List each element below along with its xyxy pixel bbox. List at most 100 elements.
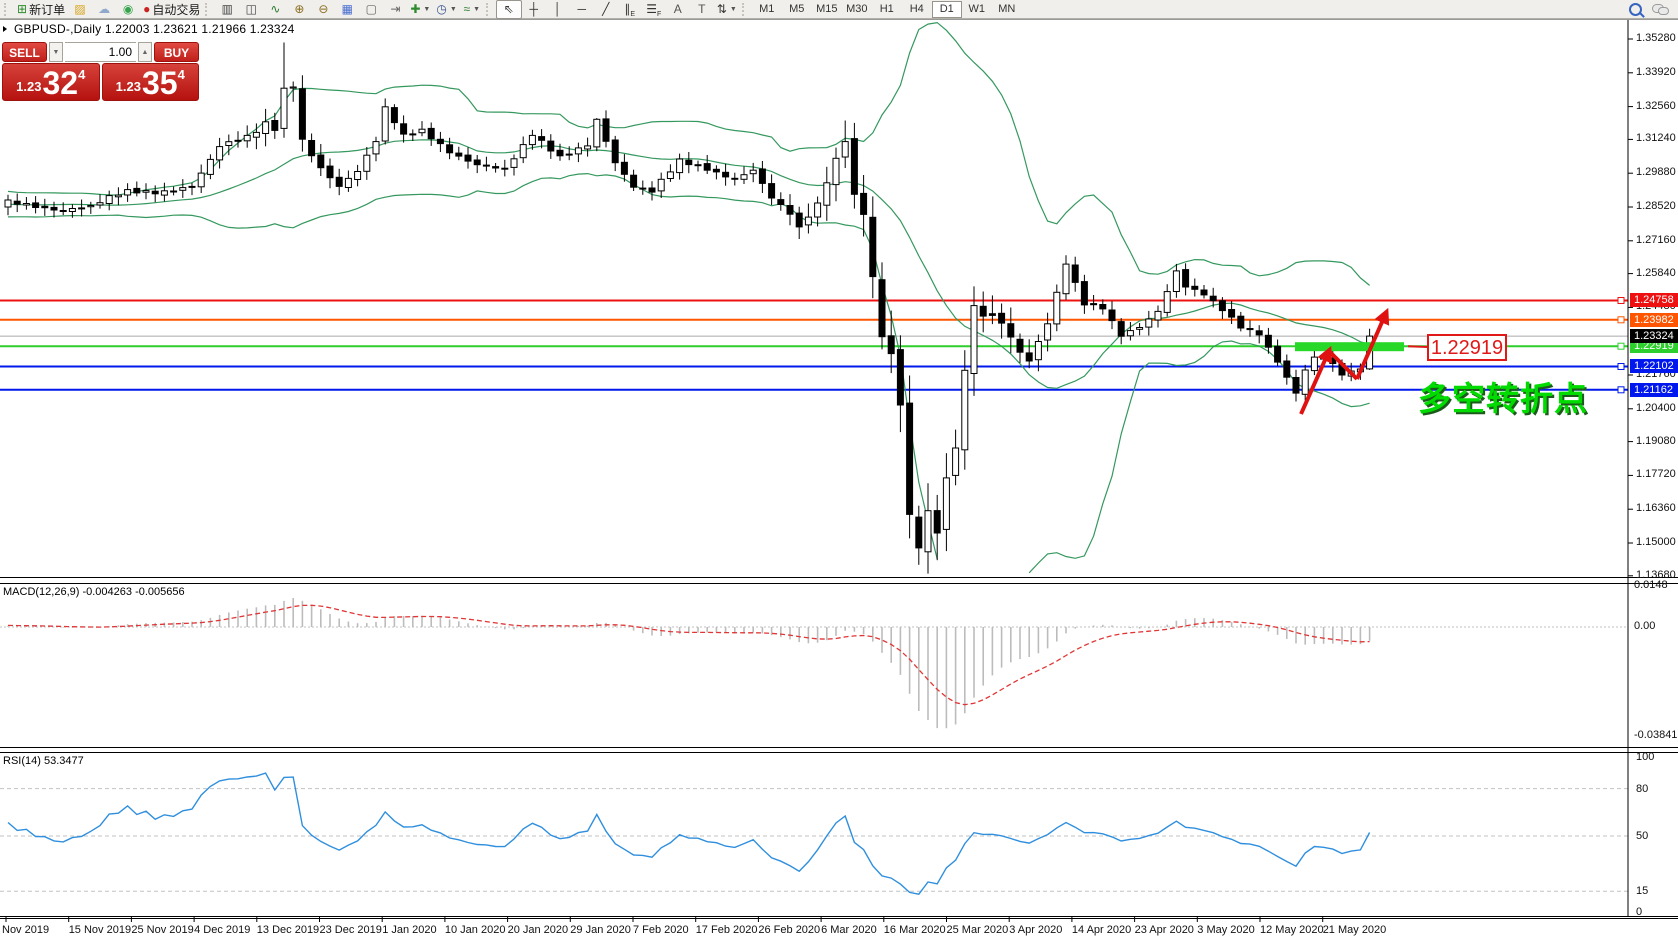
timeframe-w1-button[interactable]: W1	[968, 2, 986, 15]
timeframe-m1-button[interactable]: M1	[759, 2, 775, 15]
candle-body	[758, 168, 766, 184]
candle-body	[1145, 318, 1153, 328]
timeframe-m5-button[interactable]: M5	[789, 2, 805, 15]
candle-body	[1255, 330, 1263, 336]
candle-body	[814, 202, 822, 218]
zoom-in-icon[interactable]: ⊕	[287, 1, 311, 18]
price-axis-label: 1.27160	[1636, 233, 1676, 246]
candlestick-chart-icon[interactable]: ◫	[239, 1, 263, 18]
equidistant-channel-icon[interactable]: ∥ E	[618, 1, 642, 18]
tile-windows-icon[interactable]: ▦	[335, 1, 359, 18]
timeframe-h1-button[interactable]: H1	[879, 2, 894, 15]
buy-price-panel[interactable]: 1.23 35 4	[101, 63, 199, 101]
arrange-windows-icon[interactable]: ▢	[359, 1, 383, 18]
volume-down-button[interactable]: ▼	[49, 42, 63, 62]
candle-body	[1090, 303, 1098, 306]
hline-anchor[interactable]	[1617, 342, 1625, 350]
candle-body	[252, 131, 260, 138]
price-callout[interactable]: 1.22919	[1427, 334, 1507, 361]
candle-body	[1274, 345, 1282, 363]
fibonacci-icon[interactable]: ☰ F	[642, 1, 666, 18]
arrows-icon[interactable]: ⇅ ▼	[714, 1, 740, 18]
horizontal-line-icon[interactable]: ─	[570, 1, 594, 18]
macd-signal-line	[7, 604, 1370, 706]
bar-chart-icon[interactable]: ▥	[215, 1, 239, 18]
new-order-button[interactable]: ⊞ 新订单	[14, 1, 68, 18]
candle-body	[151, 190, 159, 195]
toolbox-icon[interactable]: ▨	[68, 1, 92, 18]
candle-body	[1099, 304, 1107, 310]
sell-price-panel[interactable]: 1.23 32 4	[2, 63, 100, 101]
timeframe-m30-button[interactable]: M30	[846, 2, 868, 15]
equidistant-channel-letter: E	[630, 10, 636, 18]
text-icon[interactable]: A	[666, 1, 690, 18]
candle-body	[50, 206, 58, 211]
hline-anchor[interactable]	[1617, 363, 1625, 370]
zoom-out-icon[interactable]: ⊖	[311, 1, 335, 18]
candle-body	[666, 171, 674, 179]
hline-price-label: 1.23982	[1630, 312, 1678, 327]
candle-body	[887, 335, 895, 355]
timeframe-d1-button[interactable]: D1	[931, 0, 962, 18]
candle-body	[464, 154, 472, 162]
hline-anchor[interactable]	[1617, 386, 1625, 394]
toolbox-icon: ▨	[74, 2, 86, 16]
price-axis-label: 1.15000	[1636, 535, 1676, 548]
trend-arrow-mid[interactable]	[1327, 349, 1359, 381]
candle-body	[823, 182, 831, 206]
cursor-icon[interactable]: ⇖	[495, 0, 522, 19]
date-axis-label: 23 Dec 2019	[319, 924, 382, 936]
trend-arrow-up-1[interactable]	[1299, 345, 1333, 415]
market-icon[interactable]: ☁	[92, 1, 116, 18]
candle-body	[492, 166, 500, 169]
highlight-zone[interactable]	[1295, 342, 1404, 352]
chat-icon[interactable]	[1652, 4, 1669, 15]
signals-icon[interactable]: ◉	[116, 1, 140, 18]
autotrade-button[interactable]: ● 自动交易	[140, 1, 203, 18]
timeframe-h4-button[interactable]: H4	[909, 2, 924, 15]
price-axis-label: 1.16360	[1636, 502, 1676, 515]
timeframe-mn-button[interactable]: MN	[998, 2, 1016, 15]
date-axis-label: 1 Jan 2020	[382, 924, 437, 936]
chart-shift-icon[interactable]: ⇥	[383, 1, 407, 18]
hline-anchor[interactable]	[1617, 316, 1625, 324]
candle-body	[1108, 309, 1116, 322]
date-axis-label: 16 Mar 2020	[883, 924, 946, 936]
price-axis-label: 1.32560	[1636, 99, 1676, 112]
periods-clock-icon[interactable]: ◷ ▼	[433, 1, 459, 18]
hline-anchor[interactable]	[1617, 297, 1625, 304]
bollinger-upper	[7, 21, 1370, 286]
candle-body	[13, 200, 21, 205]
panel-separator[interactable]	[0, 577, 1678, 584]
trend-arrow-up-2[interactable]	[1355, 307, 1390, 380]
candle-body	[850, 138, 858, 195]
indicators-icon[interactable]: ≈ ▼	[460, 1, 484, 18]
candle-body	[648, 187, 656, 193]
volume-up-button[interactable]: ▲	[138, 42, 152, 62]
volume-input[interactable]: 1.00	[65, 42, 136, 62]
turning-point-annotation[interactable]: 多空转折点	[1418, 380, 1588, 417]
triangle-down-icon: ▼	[52, 48, 60, 56]
buy-button[interactable]: BUY	[154, 42, 199, 62]
candle-body	[1071, 264, 1079, 283]
date-axis-label: 15 Nov 2019	[68, 924, 132, 936]
sell-button[interactable]: SELL	[2, 42, 47, 62]
line-chart-icon: ∿	[270, 2, 281, 16]
new-chart-icon[interactable]: ✚ ▼	[407, 1, 433, 18]
timeframe-m15-button[interactable]: M15	[816, 2, 838, 15]
vertical-line-icon[interactable]: │	[546, 1, 570, 18]
crosshair-icon[interactable]: ┼	[522, 1, 546, 18]
text-label-icon[interactable]: T	[690, 1, 714, 18]
panel-separator[interactable]	[0, 916, 1678, 919]
line-chart-icon[interactable]: ∿	[263, 1, 287, 18]
hline-price-label: 1.24758	[1630, 293, 1678, 308]
price-axis-label: 1.17720	[1636, 468, 1676, 481]
search-icon[interactable]	[1629, 2, 1642, 16]
trendline-icon[interactable]: ╱	[594, 1, 618, 18]
panel-separator[interactable]	[0, 747, 1678, 753]
price-axis-label: 1.31240	[1636, 132, 1676, 145]
toolbar-grip	[741, 2, 748, 16]
bollinger-lower	[7, 172, 1370, 574]
